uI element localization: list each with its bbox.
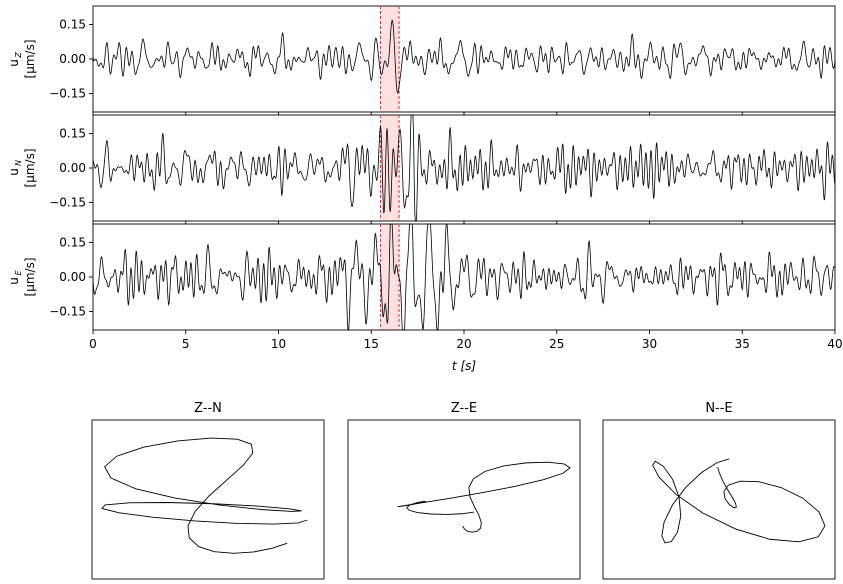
x-tick-label: 20: [456, 337, 471, 351]
axes-frame: [347, 419, 581, 580]
hodogram-curve: [101, 437, 308, 554]
x-tick-label: 10: [271, 337, 286, 351]
panel-un: u N [μm/s] −0.15 0.00 0.15: [7, 114, 836, 224]
y-tick-label: 0.15: [59, 126, 86, 140]
y-axis-label: u Z [μm/s]: [7, 40, 37, 79]
y-tick-label: −0.15: [49, 305, 86, 319]
x-tick-label: 40: [827, 337, 842, 351]
y-axis-label: u E [μm/s]: [7, 258, 37, 297]
axes-frame: [92, 223, 836, 331]
x-tick-label: 25: [549, 337, 564, 351]
ylabel-main: u: [7, 168, 21, 176]
x-tick-label: 30: [642, 337, 657, 351]
x-axis-label: t [s]: [452, 359, 476, 373]
hodogram-zn: Z--N: [91, 401, 325, 580]
y-tick-label: 0.15: [59, 235, 86, 249]
ylabel-unit: [μm/s]: [23, 149, 37, 188]
series-line: [92, 19, 836, 94]
axes-frame: [602, 419, 836, 580]
x-tick-label: 0: [89, 337, 97, 351]
series-line: [92, 223, 836, 331]
panel-uz: u Z [μm/s] −0.15 0.00 0.15: [7, 5, 836, 115]
hodogram-ne: N--E: [602, 401, 836, 580]
ylabel-main: u: [7, 59, 21, 67]
y-tick-label: 0.15: [59, 17, 86, 31]
y-tick-label: 0.00: [59, 270, 86, 284]
hodogram-title: Z--E: [451, 401, 477, 416]
hodogram-curve: [652, 458, 826, 544]
ylabel-unit: [μm/s]: [23, 40, 37, 79]
x-tick-label: 15: [364, 337, 379, 351]
axes-frame: [91, 419, 325, 580]
ylabel-sub: N: [14, 160, 23, 166]
axes-frame: [92, 5, 836, 113]
ylabel-main: u: [7, 277, 21, 285]
y-tick-label: −0.15: [49, 87, 86, 101]
ylabel-unit: [μm/s]: [23, 258, 37, 297]
panel-ue: u E [μm/s] t [s] −0.15 0.00 0.15 0 5 10 15 20 25…: [7, 223, 843, 373]
ylabel-sub: Z: [14, 52, 23, 59]
highlight-window: [380, 6, 400, 112]
y-tick-label: 0.00: [59, 161, 86, 175]
hodogram-curve: [397, 461, 571, 533]
hodogram-title: N--E: [705, 401, 732, 416]
hodogram-ze: Z--E: [347, 401, 581, 580]
y-tick-label: 0.00: [59, 52, 86, 66]
x-tick-label: 5: [182, 337, 190, 351]
x-tick-label: 35: [735, 337, 750, 351]
series-line: [92, 114, 836, 222]
ylabel-sub: E: [14, 270, 23, 276]
y-axis-label: u N [μm/s]: [7, 149, 37, 188]
hodogram-title: Z--N: [194, 401, 222, 416]
y-tick-label: −0.15: [49, 196, 86, 210]
